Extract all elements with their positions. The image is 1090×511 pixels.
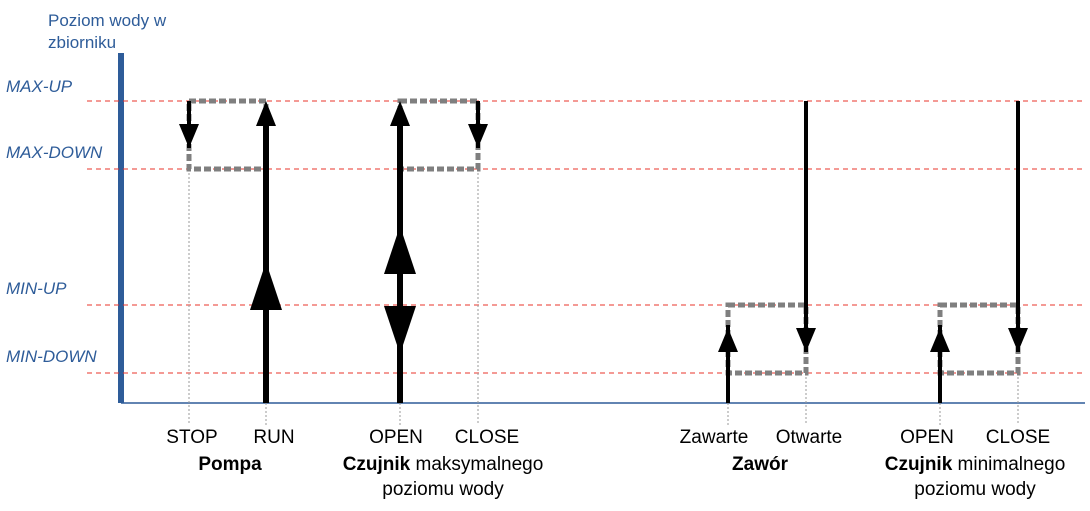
max-sensor-open-label: OPEN: [369, 427, 423, 448]
label-max-up: MAX-UP: [6, 77, 73, 96]
max-sensor-hysteresis-box: [397, 98, 481, 172]
pump-stop-arrowhead: [179, 124, 199, 148]
label-min-down: MIN-DOWN: [6, 347, 97, 366]
valve-closed-label: Zawarte: [680, 427, 749, 448]
min-sensor-title: Czujnik minimalnego: [885, 454, 1066, 475]
y-axis: [118, 53, 124, 403]
pump-run-label: RUN: [253, 427, 294, 448]
min-sensor-hysteresis: [930, 101, 1028, 403]
max-sensor-arrowhead-up-mid: [384, 226, 416, 274]
max-sensor-hysteresis: [384, 98, 488, 403]
max-sensor-close-label: CLOSE: [455, 427, 519, 448]
max-sensor-title-line2: poziomu wody: [382, 479, 504, 500]
min-sensor-hysteresis-box: [937, 302, 1021, 376]
min-sensor-title-rest: minimalnego: [952, 454, 1065, 475]
valve-title: Zawór: [732, 454, 789, 475]
max-sensor-arrowhead-down-mid: [384, 306, 416, 354]
min-sensor-open-label: OPEN: [900, 427, 954, 448]
valve-open-label: Otwarte: [776, 427, 843, 448]
pump-hysteresis: [179, 98, 282, 403]
min-sensor-close-arrowhead: [1008, 328, 1028, 352]
max-sensor-close-arrowhead: [468, 124, 488, 148]
pump-stop-label: STOP: [166, 427, 217, 448]
valve-open-arrowhead: [796, 328, 816, 352]
max-sensor-title-rest: maksymalnego: [410, 454, 543, 475]
max-sensor-title: Czujnik maksymalnego: [343, 454, 544, 475]
pump-title: Pompa: [198, 454, 262, 475]
axis-title-line2: zbiorniku: [48, 33, 116, 52]
min-sensor-open-arrowhead: [930, 328, 950, 352]
valve-hysteresis: [718, 101, 816, 403]
axis-title-line1: Poziom wody w: [48, 11, 167, 30]
max-sensor-title-bold: Czujnik: [343, 454, 411, 475]
guide-lines: [188, 169, 1019, 425]
min-sensor-title-bold: Czujnik: [885, 454, 953, 475]
label-min-up: MIN-UP: [6, 279, 67, 298]
valve-closed-arrowhead: [718, 328, 738, 352]
label-max-down: MAX-DOWN: [6, 143, 103, 162]
max-sensor-open-arrowhead-top: [390, 101, 410, 126]
min-sensor-title-line2: poziomu wody: [914, 479, 1036, 500]
pump-run-arrowhead-mid: [250, 262, 282, 310]
pump-hysteresis-box: [186, 98, 269, 172]
pump-run-arrowhead-top: [256, 101, 276, 126]
valve-hysteresis-box: [725, 302, 809, 376]
min-sensor-close-label: CLOSE: [986, 427, 1050, 448]
